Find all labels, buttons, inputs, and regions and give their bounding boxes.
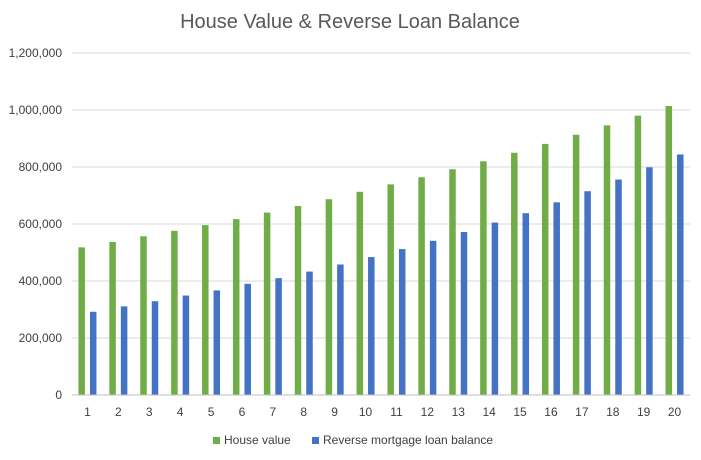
- x-tick-label: 2: [115, 405, 122, 419]
- bar-house-value: [449, 169, 456, 395]
- bar-house-value: [541, 143, 549, 395]
- bar-loan-balance: [306, 271, 313, 395]
- bar-loan-balance: [646, 167, 653, 395]
- bar-house-value: [387, 184, 394, 395]
- bar-loan-balance: [491, 222, 499, 395]
- x-tick-label: 7: [270, 405, 277, 419]
- y-tick-label: 1,200,000: [9, 46, 63, 60]
- bar-loan-balance: [677, 154, 684, 395]
- bar-house-value: [665, 106, 673, 395]
- y-tick-label: 200,000: [19, 331, 63, 345]
- x-tick-label: 10: [359, 405, 373, 419]
- x-tick-label: 11: [390, 405, 403, 419]
- legend-swatch: [312, 437, 319, 444]
- legend: House value Reverse mortgage loan balance: [213, 433, 493, 447]
- y-tick-label: 800,000: [19, 160, 63, 174]
- y-tick-label: 1,000,000: [9, 103, 63, 117]
- bar-house-value: [603, 125, 611, 395]
- bar-loan-balance: [89, 311, 97, 395]
- bar-house-value: [294, 206, 302, 395]
- y-tick-label: 600,000: [19, 217, 63, 231]
- x-tick-label: 19: [637, 405, 651, 419]
- x-tick-label: 12: [421, 405, 435, 419]
- x-tick-label: 15: [513, 405, 527, 419]
- x-tick-label: 13: [452, 405, 466, 419]
- x-tick-label: 16: [544, 405, 558, 419]
- bar-house-value: [109, 241, 116, 395]
- bar-loan-balance: [213, 290, 221, 395]
- bar-house-value: [356, 191, 364, 395]
- bar-loan-balance: [522, 213, 530, 395]
- bar-loan-balance: [615, 179, 622, 395]
- x-tick-label: 3: [146, 405, 153, 419]
- x-tick-label: 4: [177, 405, 184, 419]
- x-tick-label: 8: [300, 405, 307, 419]
- y-tick-label: 400,000: [19, 274, 63, 288]
- bar-loan-balance: [244, 283, 251, 395]
- legend-swatch: [213, 437, 220, 444]
- bar-loan-balance: [553, 202, 560, 395]
- y-tick-label: 0: [55, 388, 62, 402]
- bar-house-value: [480, 161, 487, 395]
- bar-loan-balance: [151, 301, 159, 395]
- x-tick-label: 17: [575, 405, 589, 419]
- x-tick-label: 20: [668, 405, 682, 419]
- bar-house-value: [140, 236, 147, 395]
- bar-loan-balance: [182, 295, 190, 395]
- bar-house-value: [511, 152, 518, 395]
- bars: [78, 106, 684, 396]
- bar-loan-balance: [368, 257, 375, 395]
- bar-loan-balance: [460, 231, 468, 395]
- bar-house-value: [263, 212, 271, 395]
- bar-loan-balance: [275, 278, 282, 395]
- bar-house-value: [202, 225, 209, 395]
- bar-house-value: [325, 199, 333, 395]
- bar-house-value: [78, 247, 85, 395]
- bar-house-value: [418, 177, 425, 395]
- x-tick-label: 5: [208, 405, 215, 419]
- bar-loan-balance: [584, 191, 591, 395]
- bar-house-value: [232, 219, 240, 395]
- x-tick-label: 18: [606, 405, 620, 419]
- x-tick-label: 1: [84, 405, 91, 419]
- chart-title: House Value & Reverse Loan Balance: [180, 11, 520, 33]
- x-axis-ticks: 1 2 3 4 5 6 7 8 9 10 11 12 13 14 15 16 17 18 19 20: [84, 405, 681, 419]
- x-tick-label: 9: [331, 405, 338, 419]
- bar-loan-balance: [337, 264, 344, 395]
- bar-house-value: [171, 230, 178, 395]
- legend-label: House value: [224, 433, 291, 447]
- bar-house-value: [634, 115, 642, 395]
- gridlines: [72, 52, 690, 339]
- bar-loan-balance: [429, 240, 437, 395]
- bar-loan-balance: [120, 306, 128, 395]
- bar-house-value: [572, 134, 580, 396]
- bar-loan-balance: [398, 249, 406, 395]
- x-tick-label: 6: [239, 405, 246, 419]
- x-tick-label: 14: [482, 405, 496, 419]
- legend-label: Reverse mortgage loan balance: [323, 433, 493, 447]
- y-axis-ticks: 0 200,000 400,000 600,000 800,000 1,000,000 1,…: [9, 46, 63, 402]
